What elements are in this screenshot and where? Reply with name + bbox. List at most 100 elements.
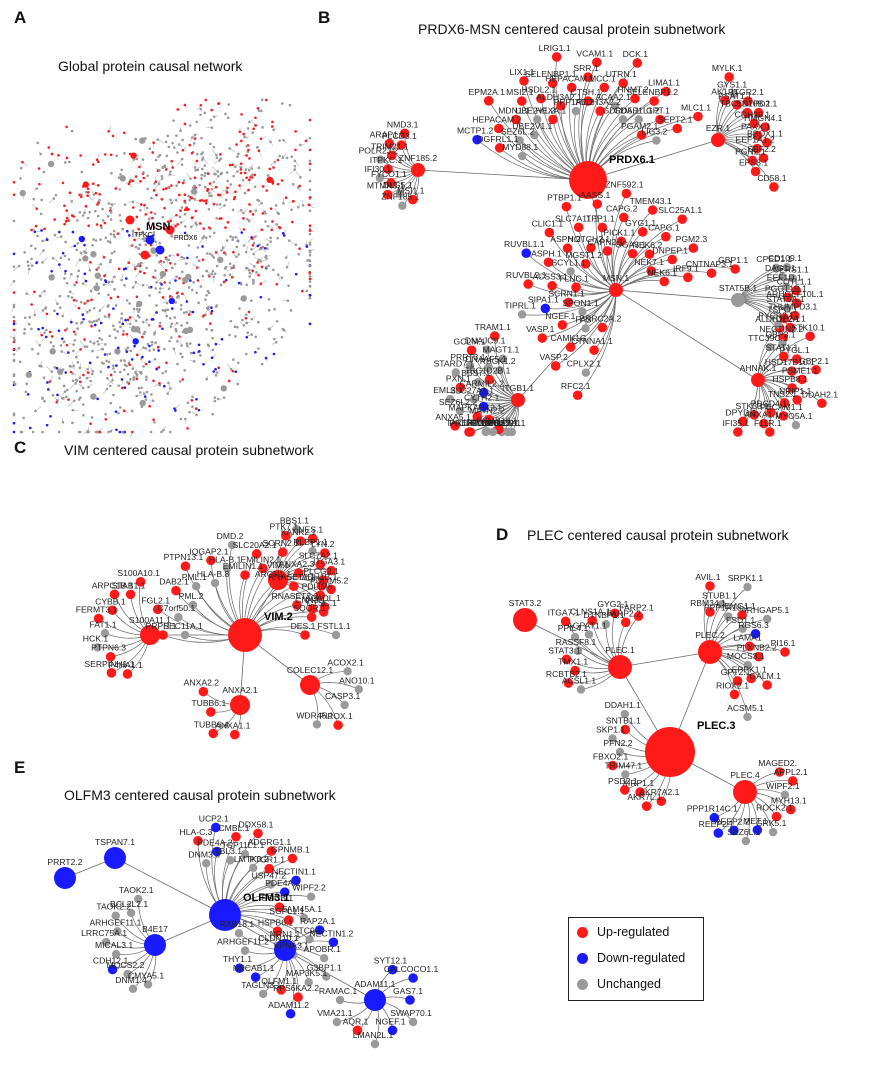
global-node — [144, 243, 148, 247]
global-node — [147, 323, 151, 327]
global-node — [56, 398, 59, 402]
global-node — [139, 203, 143, 206]
global-node — [240, 231, 244, 234]
node-label-pggt1b-1: PGGT1B.1 — [765, 283, 807, 293]
global-node — [74, 333, 77, 336]
global-node — [261, 212, 265, 215]
global-node — [81, 185, 85, 188]
global-node — [153, 276, 157, 280]
global-node — [72, 399, 76, 403]
global-node — [172, 119, 175, 122]
global-node — [116, 232, 120, 235]
global-node — [195, 159, 199, 163]
node-label-ppp1r18-1: PPP1R18.1 — [704, 602, 749, 612]
global-node — [162, 428, 165, 432]
global-node — [145, 378, 148, 381]
node-label-fgl2-1: FGL2.1 — [141, 595, 170, 605]
global-node — [82, 373, 85, 377]
global-node — [13, 382, 17, 386]
node-dtnbp1-1 — [601, 620, 611, 629]
global-node — [12, 322, 16, 326]
global-node — [264, 98, 268, 102]
global-node — [75, 355, 78, 359]
global-node — [184, 417, 187, 421]
global-node — [89, 289, 93, 293]
node-anxa2-3 — [293, 568, 304, 578]
edge — [619, 651, 711, 668]
node-acsl1-1 — [576, 685, 586, 694]
global-node — [205, 199, 208, 202]
global-node — [239, 165, 242, 169]
node-label-ano10-1: ANO10.1 — [339, 675, 375, 685]
global-node — [92, 193, 96, 196]
node-label-cmbl-1: CMBL.1 — [218, 823, 249, 833]
hub-nrn1-1 — [274, 939, 296, 961]
node-pgm2-3 — [688, 243, 699, 253]
global-node — [109, 429, 113, 433]
node-cplx2-1 — [581, 368, 591, 377]
node-label-paxx-1: PAXX.1 — [741, 122, 771, 132]
node-stub1-1 — [717, 600, 726, 609]
node-label-tcp11l1-1: TCP11L1.1 — [222, 840, 265, 850]
global-node — [208, 226, 211, 229]
global-node — [248, 203, 251, 206]
global-node — [212, 115, 216, 118]
node-label-dab2-1: DAB2.1 — [159, 577, 189, 587]
global-node — [90, 321, 94, 324]
global-node — [192, 141, 196, 145]
global-node — [135, 377, 139, 381]
global-node — [125, 229, 129, 233]
global-node — [176, 294, 180, 298]
global-label-prdx6: PRDX6 — [174, 235, 198, 242]
global-node — [210, 356, 214, 360]
global-node — [103, 315, 107, 318]
global-node — [238, 184, 241, 187]
legend-down-label: Down-regulated — [597, 951, 686, 965]
global-node — [132, 307, 136, 311]
global-node — [264, 220, 267, 223]
hub-adam11-1 — [364, 989, 386, 1011]
node-ptbp1-1 — [561, 201, 572, 212]
node-pecam1-1 — [778, 411, 789, 421]
global-node — [148, 404, 151, 408]
node-akr7l-1 — [641, 801, 652, 811]
node-hmgn4-1 — [760, 122, 771, 132]
global-node — [169, 170, 172, 173]
global-node — [199, 285, 203, 288]
global-node — [68, 364, 72, 368]
global-node — [257, 166, 261, 170]
node-myh13-1 — [785, 804, 796, 815]
global-node — [134, 265, 137, 269]
global-node — [65, 209, 68, 212]
node-label-ube2v1-1: UBE2V1.1 — [512, 121, 552, 131]
global-node — [150, 393, 153, 396]
node-ptgr2-1 — [743, 96, 753, 107]
global-node — [12, 412, 16, 415]
node-gas7-1 — [405, 995, 415, 1005]
node-label-arcn1-1: ARCN1.1 — [255, 569, 292, 579]
node-label-gbp2-1: GBP2.1 — [799, 356, 829, 366]
node-label-anxa1-1: ANXA1.1 — [744, 410, 780, 420]
global-node — [308, 188, 312, 192]
global-node — [109, 296, 113, 300]
global-node — [234, 190, 237, 194]
global-node — [131, 200, 135, 204]
global-node — [248, 275, 251, 278]
node-label-rps6ka2-2: RPS6KA2.2 — [273, 983, 319, 993]
node-ctnna1-1 — [589, 345, 599, 355]
node-label-ttc39c-1: TTC39C.1 — [748, 333, 788, 343]
global-node — [218, 217, 222, 220]
node-label-psme1-1: PSME1.1 — [782, 365, 819, 375]
node-label-cplx2-1: CPLX2.1 — [567, 359, 602, 369]
global-node — [248, 178, 251, 182]
node-label-cped1-1: CPED1.1 — [756, 254, 792, 264]
global-node — [19, 189, 26, 197]
node-mocs3-1 — [743, 660, 752, 670]
global-node — [121, 430, 124, 434]
global-node — [193, 176, 197, 179]
node-label-hmgn4-1: HMGN4.1 — [744, 113, 782, 123]
node-label-ptgr2-1: PTGR2.1 — [728, 87, 764, 97]
node-ifi30-1 — [375, 173, 385, 183]
global-node — [125, 277, 128, 280]
global-node — [223, 204, 226, 207]
